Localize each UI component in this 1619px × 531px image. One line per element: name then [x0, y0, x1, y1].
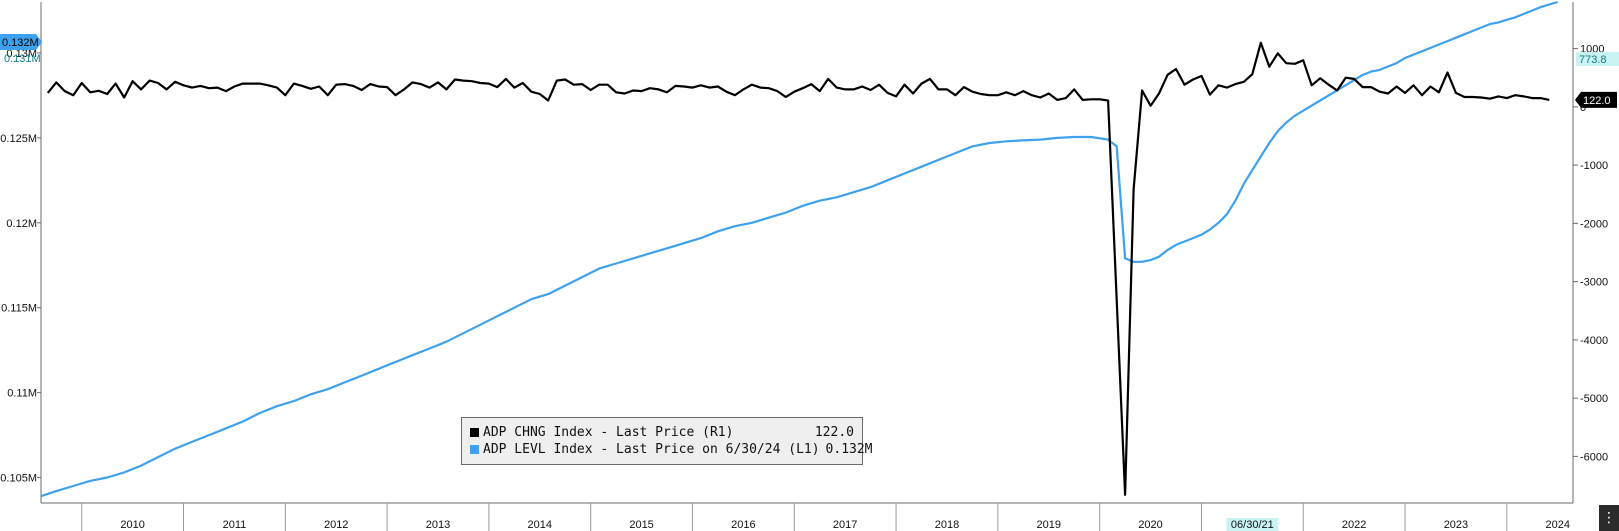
legend-label-adp-chng: ADP CHNG Index - Last Price (R1) [483, 425, 734, 440]
series-line-adp-levl [40, 0, 1559, 498]
x-axis-tick-label: 2011 [223, 519, 247, 531]
right-axis-tick-label: -6000 [1580, 451, 1608, 463]
x-axis-tick-label: 2019 [1037, 519, 1061, 531]
x-axis-tick-label: 2024 [1545, 519, 1569, 531]
chart-legend: ADP CHNG Index - Last Price (R1) 122.0 A… [461, 417, 873, 465]
left-axis-tick-label: 0.11M [7, 388, 37, 400]
x-axis-cursor-highlight [1226, 518, 1279, 531]
x-axis-tick-label: 2018 [935, 519, 959, 531]
x-axis-band [0, 503, 1619, 531]
left-level-tag-text: 0.132M [2, 37, 39, 49]
left-axis-tick-label: 0.105M [0, 473, 37, 485]
chart-options-icon[interactable]: ⋮ [1599, 505, 1619, 531]
x-axis-tick-label: 06/30/21 [1231, 519, 1274, 531]
right-change-tag-bg [1575, 91, 1617, 108]
x-axis-tick-label: 2016 [731, 519, 755, 531]
right-axis-tick-label: -2000 [1580, 218, 1608, 230]
left-secondary-tag-text: 0.131M [4, 53, 41, 65]
left-axis-tick-label: 0.12M [6, 218, 37, 230]
series-layer [40, 0, 1559, 498]
x-axis-tick-label: 2017 [833, 519, 857, 531]
legend-value-adp-levl: 0.132M [825, 442, 873, 457]
right-axis-tick-label: -5000 [1580, 393, 1608, 405]
right-secondary-tag-bg [1576, 52, 1619, 66]
right-secondary-tag-text: 773.8 [1579, 54, 1607, 66]
right-change-tag-text: 122.0 [1583, 95, 1611, 107]
x-axis-tick-label: 2010 [120, 519, 144, 531]
legend-value-adp-chng: 122.0 [814, 425, 854, 440]
right-axis-tick-label: -4000 [1580, 335, 1608, 347]
x-axis-tick-label: 2023 [1444, 519, 1468, 531]
legend-entry-adp-chng: ADP CHNG Index - Last Price (R1) 122.0 [470, 424, 854, 441]
legend-swatch-blue [470, 445, 479, 454]
left-axis-tick-label: 0.13M [6, 48, 37, 60]
legend-swatch-black [470, 428, 479, 437]
left-level-tag-bg [0, 34, 42, 50]
legend-entry-adp-levl: ADP LEVL Index - Last Price on 6/30/24 (… [470, 441, 873, 458]
x-axis-tick-label: 2013 [426, 519, 450, 531]
x-axis-tick-label: 2020 [1138, 519, 1162, 531]
value-tags-layer: 0.132M 0.131M 773.8 122.0 [0, 34, 1619, 108]
x-axis-tick-label: 2015 [629, 519, 653, 531]
left-axis-tick-label: 0.125M [0, 133, 37, 145]
legend-label-adp-levl: ADP LEVL Index - Last Price on 6/30/24 (… [483, 442, 820, 457]
series-line-adp-chng [46, 41, 1550, 496]
x-axis-tick-label: 2022 [1342, 519, 1366, 531]
right-axis-tick-label: -3000 [1580, 277, 1608, 289]
x-axis-tick-label: 2012 [324, 519, 348, 531]
left-axis-tick-label: 0.115M [1, 303, 37, 315]
right-axis-tick-label: -1000 [1580, 160, 1608, 172]
x-axis-tick-label: 2014 [528, 519, 552, 531]
